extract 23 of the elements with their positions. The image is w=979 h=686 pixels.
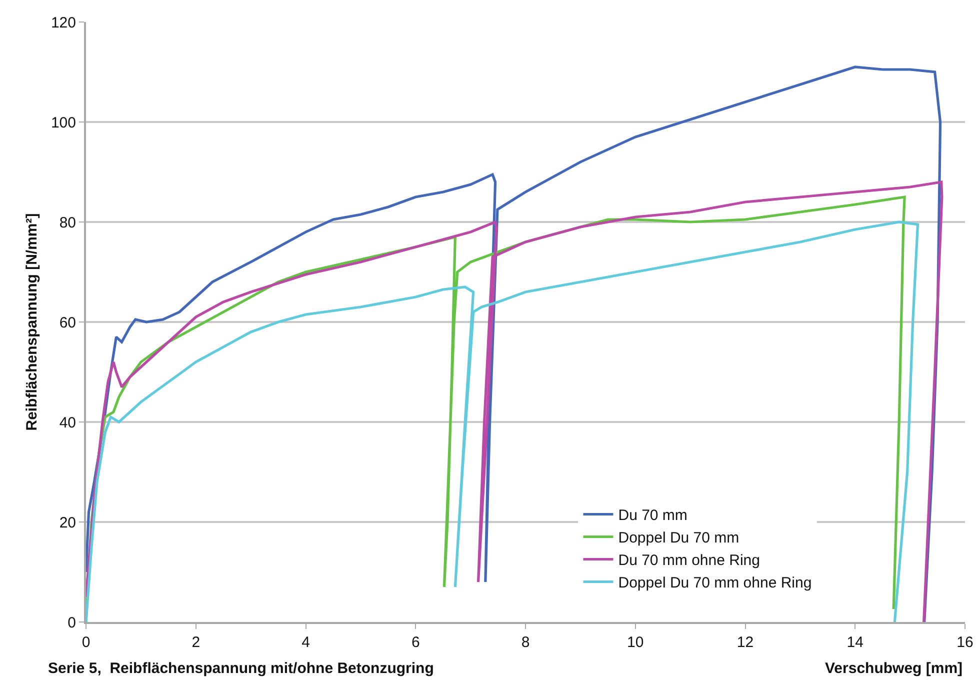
x-tick-label: 16: [956, 634, 974, 651]
y-axis-title: Reibflächenspannung [N/mm²]: [24, 213, 41, 431]
legend-label: Du 70 mm ohne Ring: [618, 552, 760, 570]
y-tick-label: 120: [50, 14, 76, 32]
legend-label: Doppel Du 70 mm: [618, 530, 740, 547]
y-tick-label: 20: [59, 514, 76, 532]
y-tick-label: 80: [59, 214, 76, 232]
legend-label: Du 70 mm: [618, 507, 688, 524]
y-tick-label: 60: [59, 314, 76, 332]
x-tick-label: 8: [521, 634, 530, 651]
x-tick-label: 12: [736, 634, 754, 651]
legend-label: Doppel Du 70 mm ohne Ring: [618, 574, 812, 592]
x-tick-label: 2: [192, 634, 200, 651]
y-tick-label: 40: [59, 414, 76, 432]
x-tick-label: 10: [627, 634, 644, 651]
x-tick-label: 4: [302, 634, 310, 651]
x-axis-title: Verschubweg [mm]: [825, 660, 963, 677]
y-tick-label: 100: [50, 114, 76, 132]
x-tick-label: 6: [411, 634, 420, 651]
x-tick-label: 14: [846, 634, 864, 651]
x-tick-label: 0: [82, 634, 90, 651]
y-tick-label: 0: [68, 614, 76, 632]
text: Serie 5, Reibflächenspannung mit/ohne Betonzugring: [48, 660, 434, 677]
